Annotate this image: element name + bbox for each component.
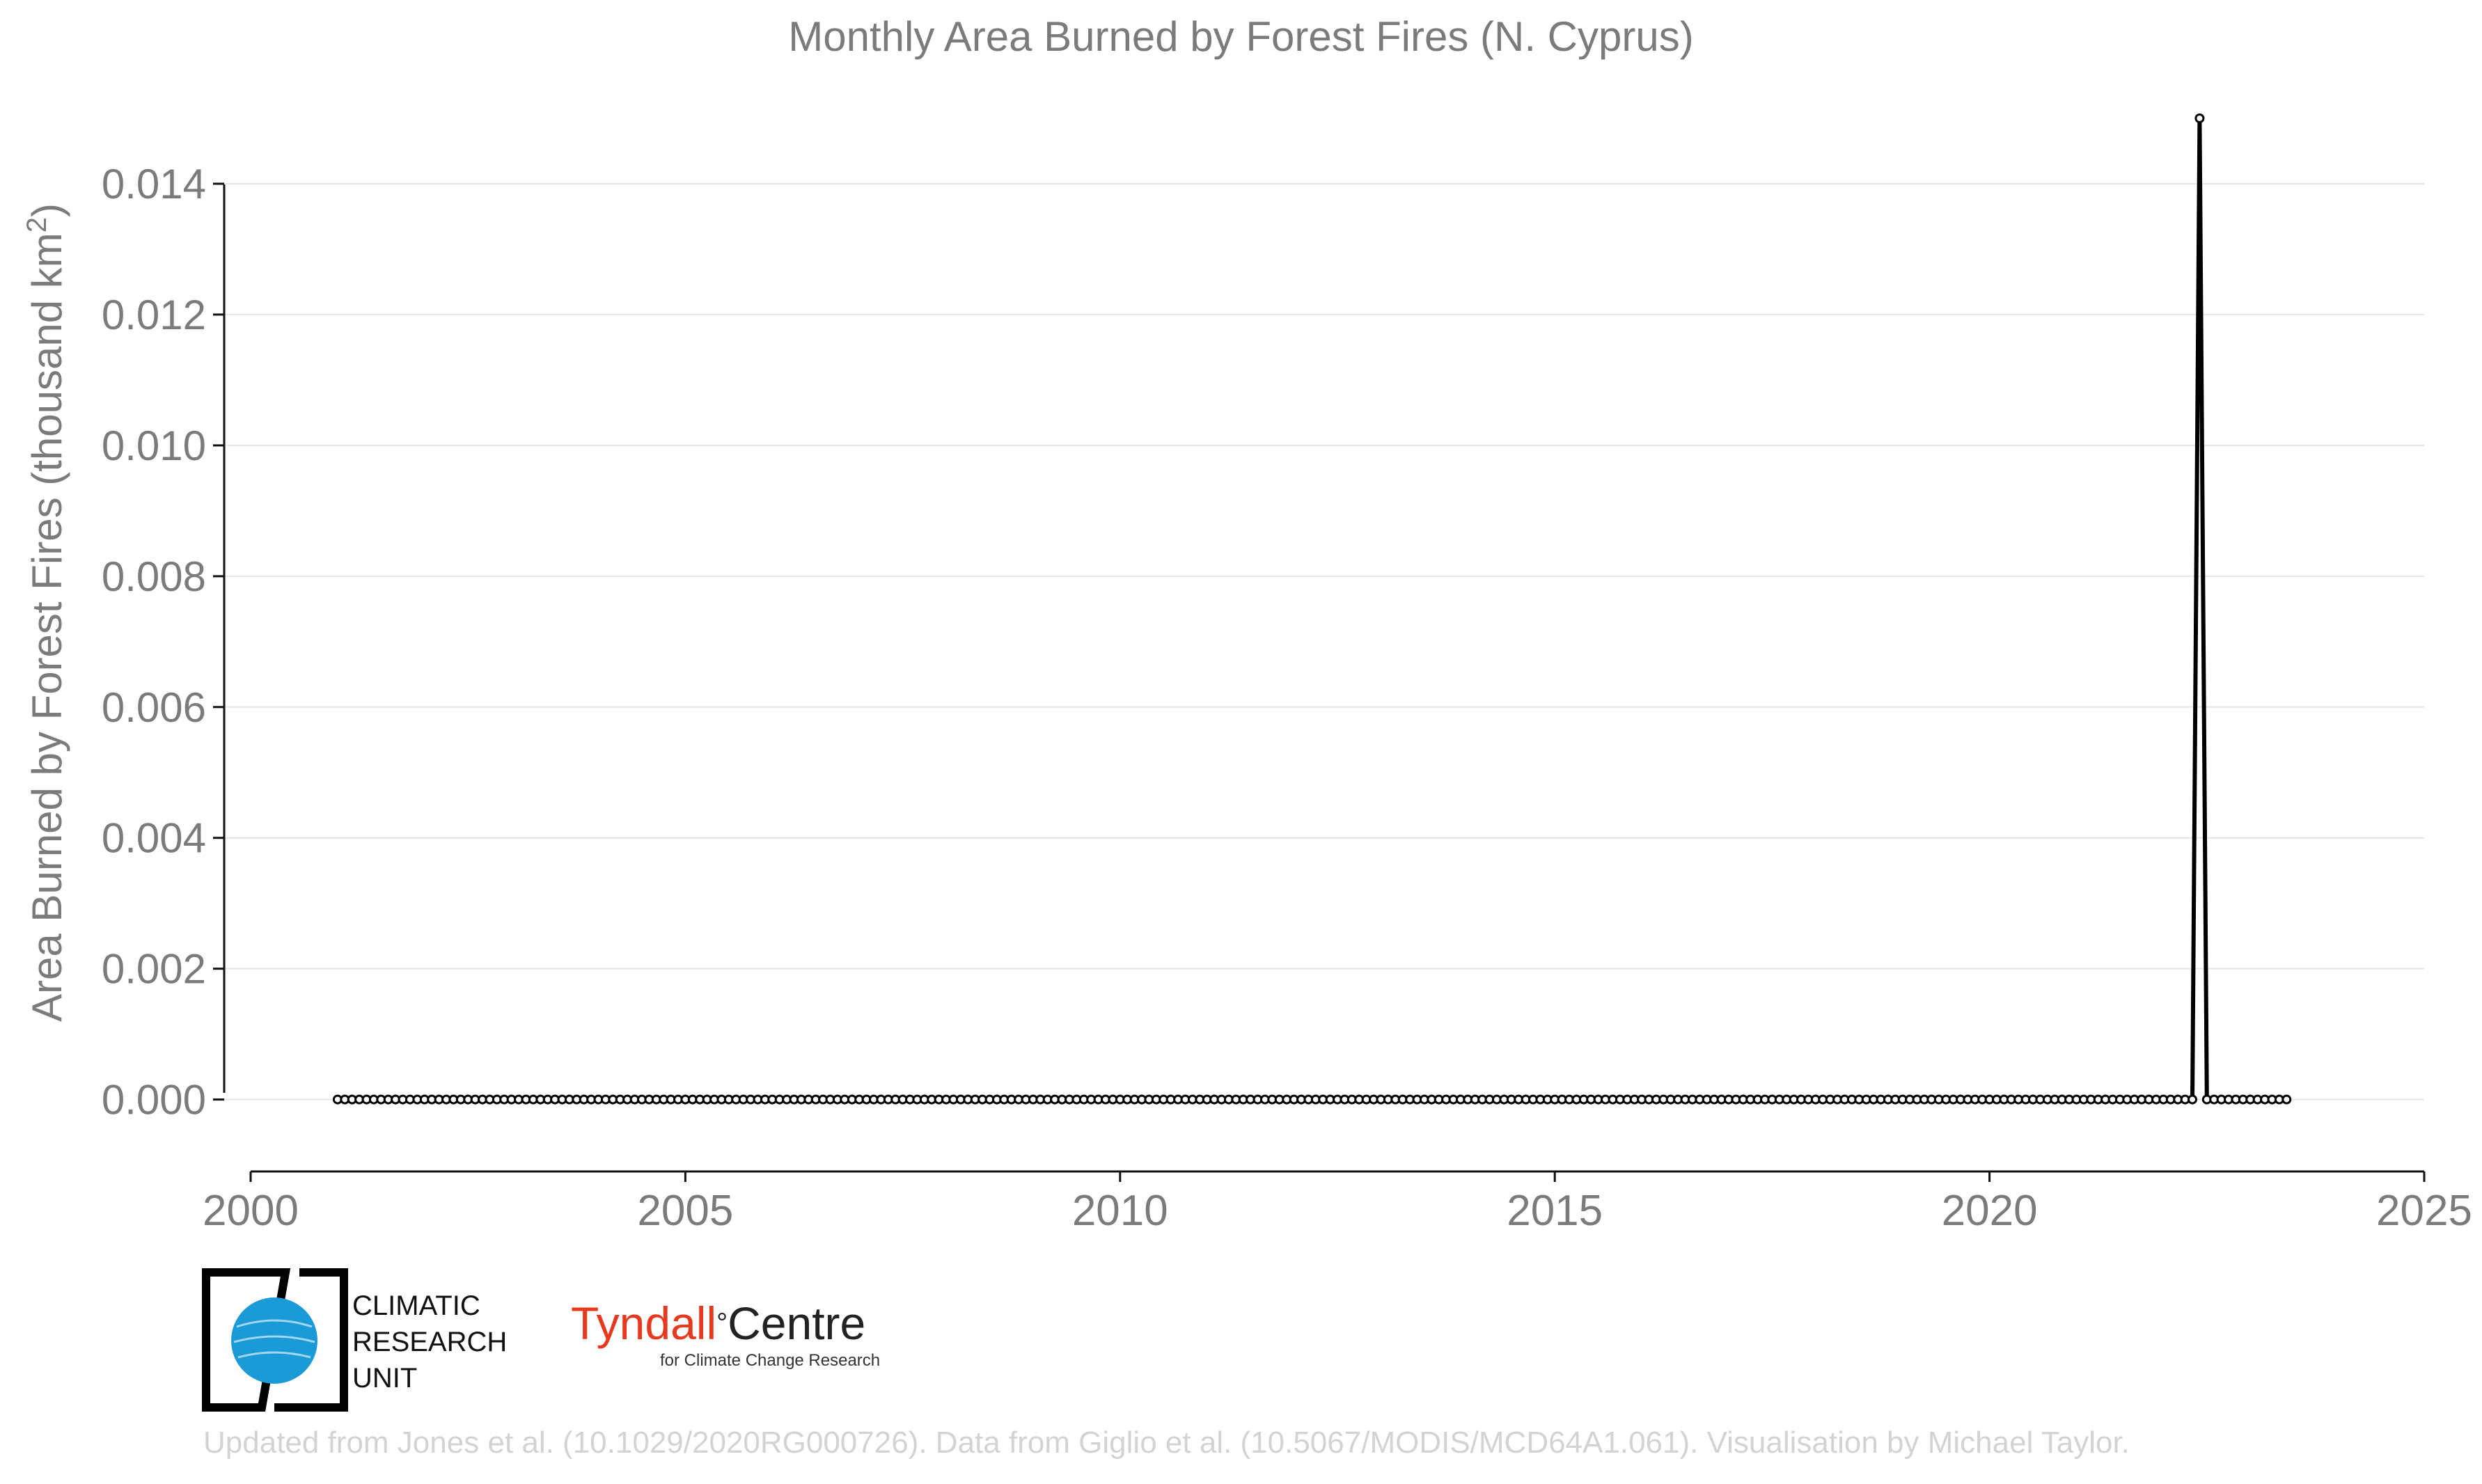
- y-tick-label: 0.008: [102, 553, 206, 600]
- y-tick-label: 0.006: [102, 684, 206, 731]
- y-tick-label: 0.012: [102, 292, 206, 338]
- tyndall-logo: Tyndall°Centre for Climate Change Resear…: [571, 1297, 881, 1370]
- cru-globe-icon: [202, 1268, 348, 1412]
- series-line: [337, 118, 2287, 1102]
- cru-logo-text: CLIMATIC RESEARCH UNIT: [352, 1290, 508, 1394]
- x-tick-label: 2015: [1507, 1187, 1603, 1235]
- x-tick-label: 2020: [1942, 1187, 2038, 1235]
- x-tick-label: 2000: [203, 1187, 299, 1235]
- y-ticks: 0.000 0.002 0.004 0.006 0.008 0.010 0.012 0.014: [102, 161, 224, 1123]
- series-markers: [332, 113, 2292, 1105]
- y-tick-label: 0.000: [102, 1077, 206, 1123]
- x-tick-label: 2025: [2376, 1187, 2472, 1235]
- x-ticks: 2000 2005 2010 2015 2020 2025: [203, 1171, 2472, 1235]
- y-tick-label: 0.014: [102, 161, 206, 207]
- y-tick-label: 0.002: [102, 946, 206, 993]
- x-tick-label: 2005: [637, 1187, 733, 1235]
- y-axis-label: Area Burned by Forest Fires (thousand km…: [22, 203, 70, 1022]
- chart-title: Monthly Area Burned by Forest Fires (N. …: [788, 13, 1694, 60]
- data-point: [2281, 1094, 2292, 1105]
- data-point: [2188, 1094, 2197, 1105]
- x-tick-label: 2010: [1072, 1187, 1168, 1235]
- y-tick-label: 0.010: [102, 423, 206, 469]
- footer-credit: Updated from Jones et al. (10.1029/2020R…: [203, 1426, 2130, 1460]
- grid-lines: [224, 182, 2424, 1100]
- y-tick-label: 0.004: [102, 815, 206, 862]
- data-point: [2194, 113, 2205, 123]
- cru-logo: CLIMATIC RESEARCH UNIT: [202, 1268, 536, 1414]
